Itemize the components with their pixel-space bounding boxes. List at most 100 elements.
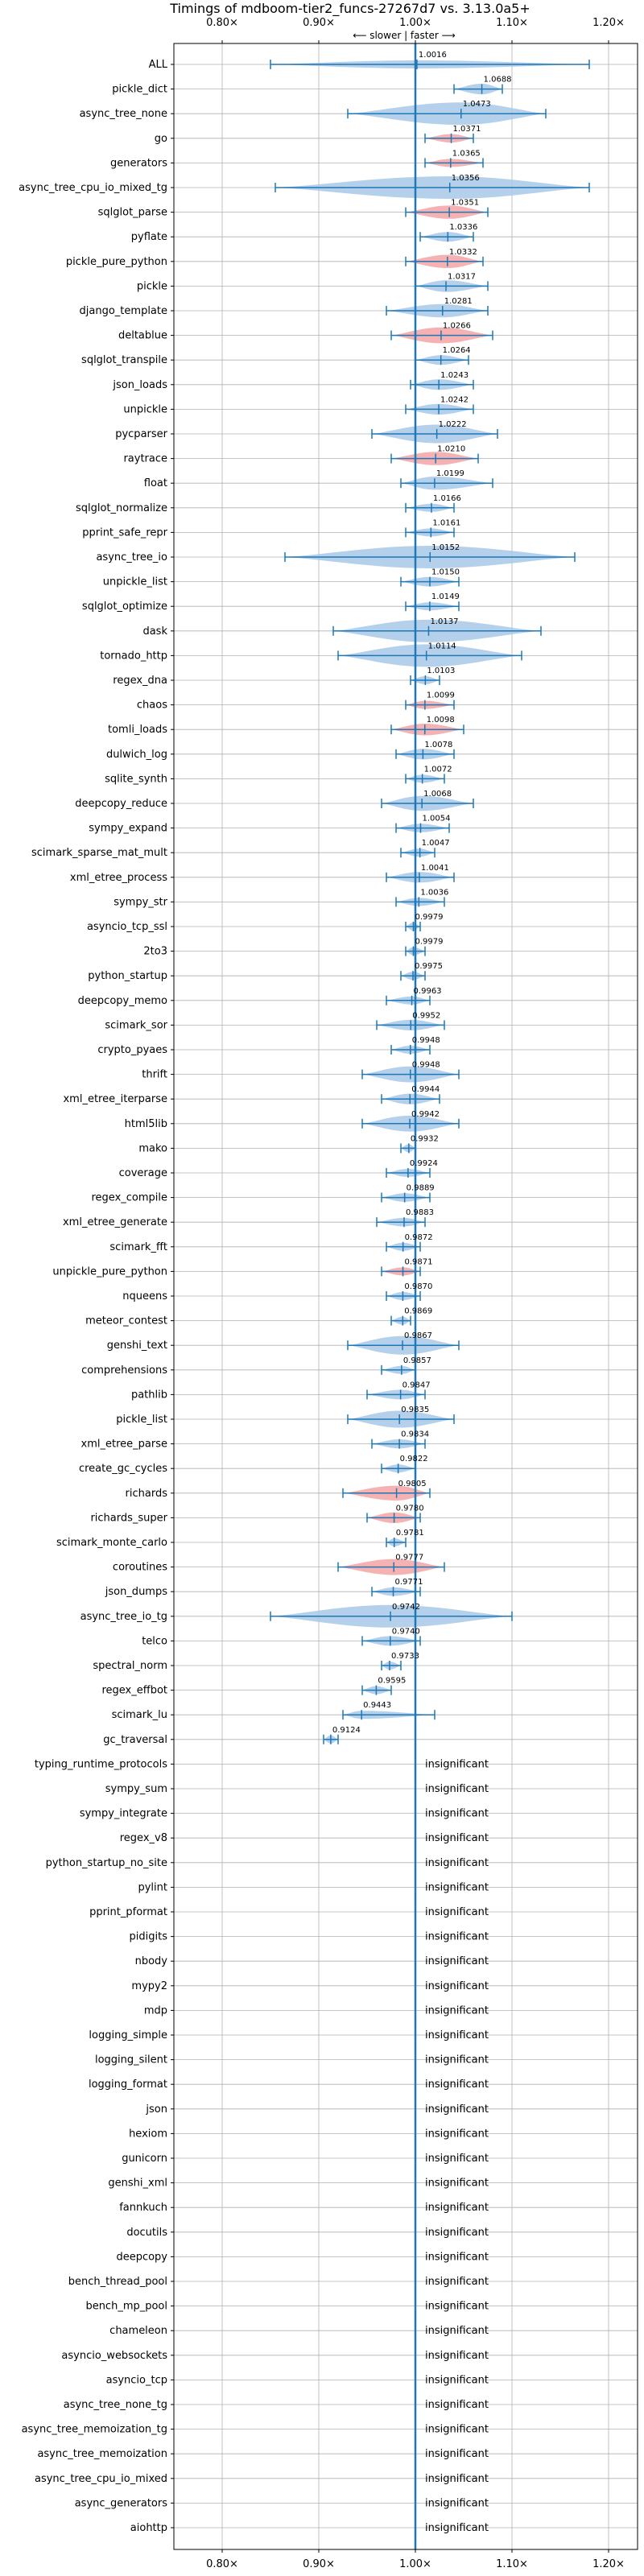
insignificant-label: insignificant (425, 2103, 489, 2116)
row-label: pyflate (131, 231, 167, 243)
row-label: generators (110, 157, 167, 169)
row-label: richards (126, 1488, 168, 1500)
value-label: 0.9443 (363, 1701, 391, 1710)
insignificant-label: insignificant (425, 2054, 489, 2066)
x-tick-label-bottom: 0.80× (206, 2558, 238, 2570)
value-label: 1.0351 (451, 199, 479, 208)
row-label: chaos (137, 700, 167, 712)
row-label: sqlglot_parse (98, 207, 167, 219)
chart-title: Timings of mdboom-tier2_funcs-27267d7 vs… (169, 1, 530, 17)
value-label: 0.9944 (411, 1085, 440, 1094)
value-label: 1.0317 (448, 272, 476, 281)
value-label: 0.9733 (391, 1652, 419, 1661)
value-label: 1.0137 (430, 617, 458, 626)
row-label: async_tree_memoization_tg (22, 2424, 167, 2436)
row-label: async_tree_cpu_io_mixed_tg (19, 182, 167, 194)
value-label: 1.0161 (432, 518, 460, 527)
row-label: scimark_fft (109, 1241, 167, 1253)
value-label: 0.9872 (405, 1233, 433, 1242)
value-label: 0.9963 (414, 987, 442, 996)
insignificant-label: insignificant (425, 2325, 489, 2337)
row-label: telco (142, 1635, 167, 1647)
row-label: create_gc_cycles (79, 1463, 167, 1475)
row-label: deepcopy_reduce (75, 798, 167, 810)
value-label: 0.9979 (415, 913, 443, 922)
insignificant-label: insignificant (425, 2178, 489, 2190)
x-tick-label-bottom: 1.10× (496, 2558, 528, 2570)
row-label: regex_v8 (120, 1832, 167, 1844)
row-label: genshi_xml (108, 2178, 167, 2190)
value-label: 0.9948 (412, 1061, 440, 1070)
row-label: python_startup_no_site (46, 1857, 167, 1869)
value-label: 0.9883 (406, 1208, 434, 1217)
insignificant-label: insignificant (425, 2128, 489, 2140)
row-label: mdp (144, 2004, 167, 2017)
value-label: 1.0688 (484, 76, 512, 85)
value-label: 1.0041 (421, 864, 449, 873)
insignificant-label: insignificant (425, 2004, 489, 2017)
row-label: tornado_http (100, 650, 167, 662)
row-label: gunicorn (122, 2153, 167, 2165)
row-label: coverage (119, 1167, 167, 1179)
violins (270, 43, 590, 2549)
row-label: asyncio_tcp (106, 2374, 167, 2386)
value-label: 1.0047 (422, 839, 450, 848)
row-label: json_dumps (105, 1586, 167, 1598)
row-label: chameleon (109, 2325, 167, 2337)
insignificant-label: insignificant (425, 2227, 489, 2239)
row-label: typing_runtime_protocols (35, 1758, 167, 1770)
row-label: bench_mp_pool (85, 2301, 167, 2313)
row-label: nqueens (122, 1290, 167, 1302)
row-label: logging_format (89, 2079, 167, 2091)
x-tick-label-bottom: 1.20× (592, 2558, 625, 2570)
row-label: pathlib (131, 1389, 167, 1401)
row-label: pprint_pformat (89, 1906, 167, 1918)
row-label: coroutines (113, 1562, 167, 1574)
insignificant-label: insignificant (425, 2153, 489, 2165)
row-label: aiohttp (130, 2522, 167, 2534)
row-label: unpickle_list (103, 576, 167, 588)
value-label: 1.0210 (437, 445, 465, 454)
value-label: 1.0150 (431, 568, 460, 577)
row-label: tomli_loads (108, 724, 167, 736)
row-label: xml_etree_iterparse (63, 1093, 167, 1105)
row-label: xml_etree_generate (63, 1216, 167, 1228)
row-label: go (155, 133, 167, 145)
value-label: 1.0149 (431, 592, 460, 601)
row-label: comprehensions (81, 1364, 167, 1377)
row-label: thrift (142, 1069, 167, 1081)
value-label: 0.9771 (395, 1578, 423, 1587)
value-label: 1.0222 (439, 420, 467, 429)
value-label: 1.0099 (427, 691, 455, 700)
insignificant-label: insignificant (425, 2448, 489, 2460)
row-label: unpickle (123, 403, 167, 415)
value-label: 1.0054 (422, 815, 450, 824)
row-label: genshi_text (107, 1340, 167, 1352)
grid (174, 43, 638, 2549)
row-label: pickle (137, 280, 167, 292)
row-label: xml_etree_process (70, 872, 167, 884)
value-label: 0.9871 (405, 1257, 433, 1266)
row-label: regex_effbot (101, 1685, 167, 1697)
insignificant-label: insignificant (425, 2473, 489, 2485)
row-label: json (145, 2103, 167, 2116)
insignificant-label: insignificant (425, 2399, 489, 2411)
row-label: async_tree_none_tg (64, 2399, 167, 2411)
value-label: 1.0114 (428, 642, 456, 650)
row-label: html5lib (125, 1118, 167, 1130)
row-label: richards_super (90, 1512, 167, 1524)
row-label: django_template (80, 305, 167, 317)
direction-label: ⟵ slower | faster ⟶ (353, 30, 456, 41)
insignificant-label: insignificant (425, 1980, 489, 1992)
row-label: hexiom (129, 2128, 167, 2140)
insignificant-label: insignificant (425, 2276, 489, 2288)
row-label: xml_etree_parse (81, 1439, 167, 1451)
row-label: async_tree_cpu_io_mixed (35, 2473, 167, 2485)
value-label: 1.0281 (444, 297, 473, 306)
insignificant-label: insignificant (425, 2522, 489, 2534)
insignificant-label: insignificant (425, 1857, 489, 1869)
insignificant-label: insignificant (425, 2079, 489, 2091)
row-label: ALL (149, 59, 168, 71)
x-tick-label-top: 0.80× (206, 17, 238, 29)
